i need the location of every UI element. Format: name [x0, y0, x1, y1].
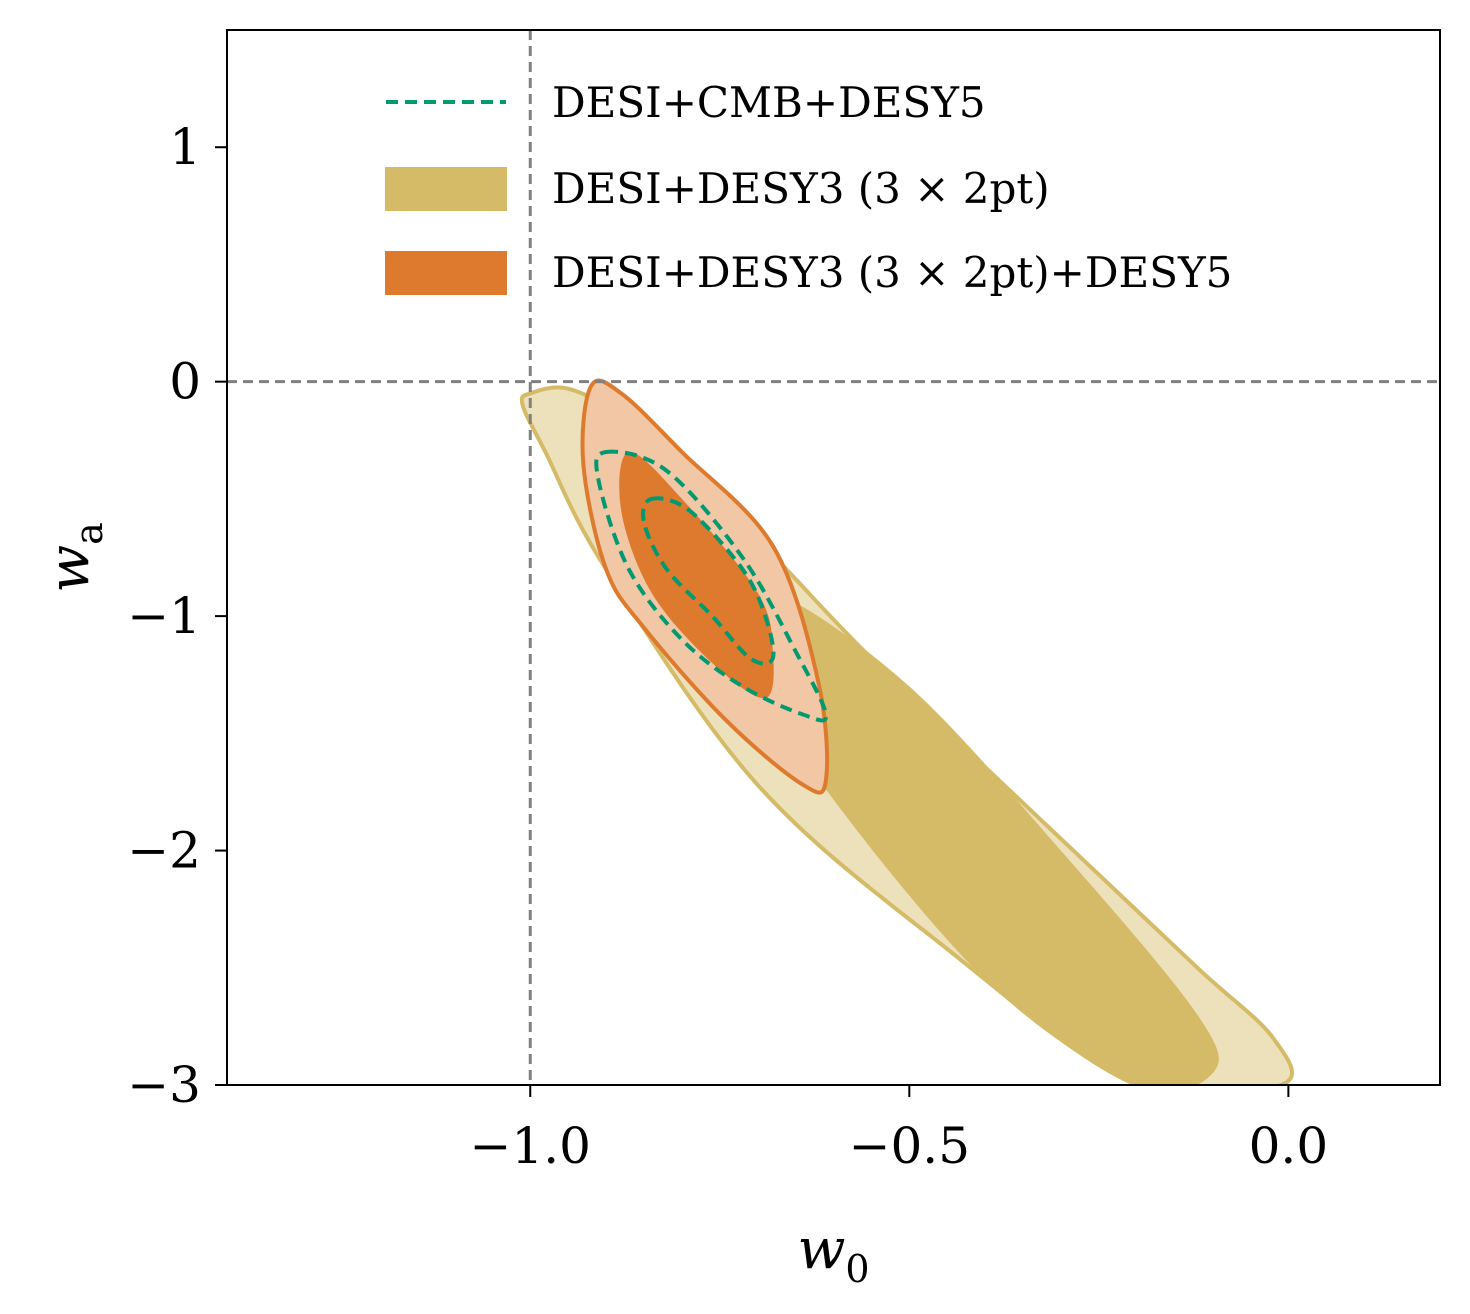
legend-swatch-filled	[385, 167, 507, 211]
axis-ticks: −1.0 −0.5 0.0 1 0 −1 −2 −3	[127, 118, 1328, 1175]
y-tick-label: −2	[127, 822, 201, 880]
y-tick-label: 1	[169, 118, 201, 176]
x-tick-label: 0.0	[1249, 1117, 1329, 1175]
legend-entry: DESI+CMB+DESY5	[386, 78, 986, 127]
legend-label: DESI+CMB+DESY5	[552, 78, 986, 127]
legend: DESI+CMB+DESY5 DESI+DESY3 (3 × 2pt) DESI+D…	[385, 78, 1232, 297]
legend-label: DESI+DESY3 (3 × 2pt)	[552, 164, 1050, 213]
legend-swatch-filled	[385, 251, 507, 295]
reference-lines	[227, 30, 1440, 1085]
legend-entry: DESI+DESY3 (3 × 2pt)	[385, 164, 1050, 213]
x-tick-label: −1.0	[470, 1117, 591, 1175]
y-tick-label: −3	[127, 1056, 201, 1114]
series-2-contour-95-dashed	[594, 449, 828, 723]
series-1-contour-95-edge	[580, 378, 830, 795]
series-1-contour-68-fill	[619, 451, 774, 699]
axis-labels: w0 wa	[37, 522, 870, 1291]
legend-label: DESI+DESY3 (3 × 2pt)+DESY5	[552, 248, 1232, 297]
series-0-contour-68-fill	[740, 591, 1219, 1085]
legend-entry: DESI+DESY3 (3 × 2pt)+DESY5	[385, 248, 1232, 297]
y-tick-label: 0	[169, 353, 201, 411]
y-tick-label: −1	[127, 587, 201, 645]
x-axis-label: w0	[797, 1217, 869, 1291]
y-axis-label: wa	[37, 522, 111, 593]
series-2-contour-68-dashed	[641, 496, 776, 666]
plot-frame	[226, 29, 1441, 1086]
contours-layer	[519, 378, 1294, 1085]
x-tick-label: −0.5	[849, 1117, 970, 1175]
